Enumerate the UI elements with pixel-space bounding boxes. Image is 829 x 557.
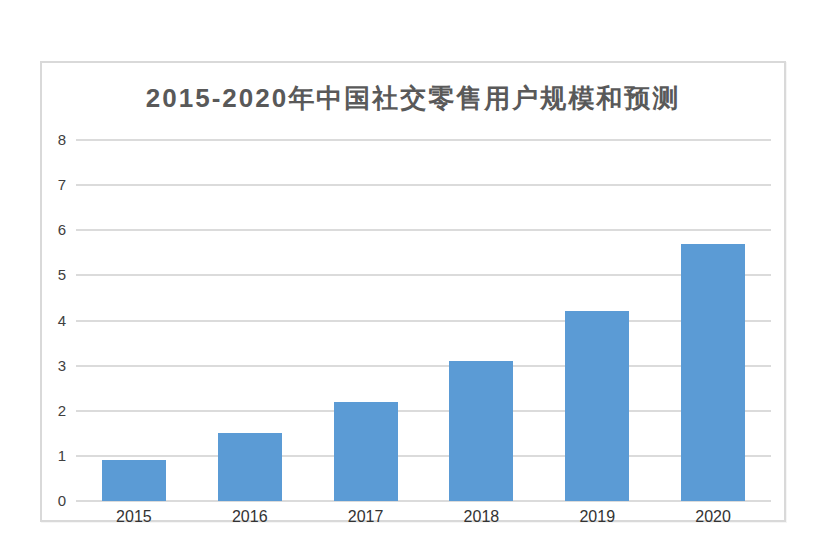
gridline-y-2 [76,410,771,412]
y-axis-tick-label: 3 [42,357,66,375]
page-background: 2015-2020年中国社交零售用户规模和预测 0123456782015201… [0,0,829,557]
gridline-y-3 [76,365,771,367]
y-axis-tick-label: 8 [42,131,66,149]
gridline-y-5 [76,274,771,276]
gridline-y-1 [76,455,771,457]
y-axis-tick-label: 2 [42,402,66,420]
gridline-y-6 [76,229,771,231]
bar-2017 [334,402,398,501]
gridline-y-8 [76,139,771,141]
plot-area: 012345678201520162017201820192020 [76,140,771,501]
x-axis-tick-label: 2019 [552,508,642,526]
x-axis-tick-label: 2018 [436,508,526,526]
y-axis-tick-label: 1 [42,447,66,465]
gridline-y-4 [76,320,771,322]
y-axis-tick-label: 4 [42,312,66,330]
chart-title: 2015-2020年中国社交零售用户规模和预测 [42,81,784,116]
y-axis-tick-label: 6 [42,221,66,239]
x-axis-tick-label: 2017 [321,508,411,526]
bar-2018 [449,361,513,501]
y-axis-tick-label: 0 [42,492,66,510]
bar-2019 [565,311,629,501]
gridline-y-7 [76,184,771,186]
chart-card: 2015-2020年中国社交零售用户规模和预测 0123456782015201… [40,61,786,522]
bar-2020 [681,244,745,501]
gridline-y-0 [76,500,771,502]
bar-2015 [102,460,166,501]
x-axis-tick-label: 2015 [89,508,179,526]
y-axis-tick-label: 7 [42,176,66,194]
y-axis-tick-label: 5 [42,266,66,284]
x-axis-tick-label: 2020 [668,508,758,526]
bar-2016 [218,433,282,501]
x-axis-tick-label: 2016 [205,508,295,526]
